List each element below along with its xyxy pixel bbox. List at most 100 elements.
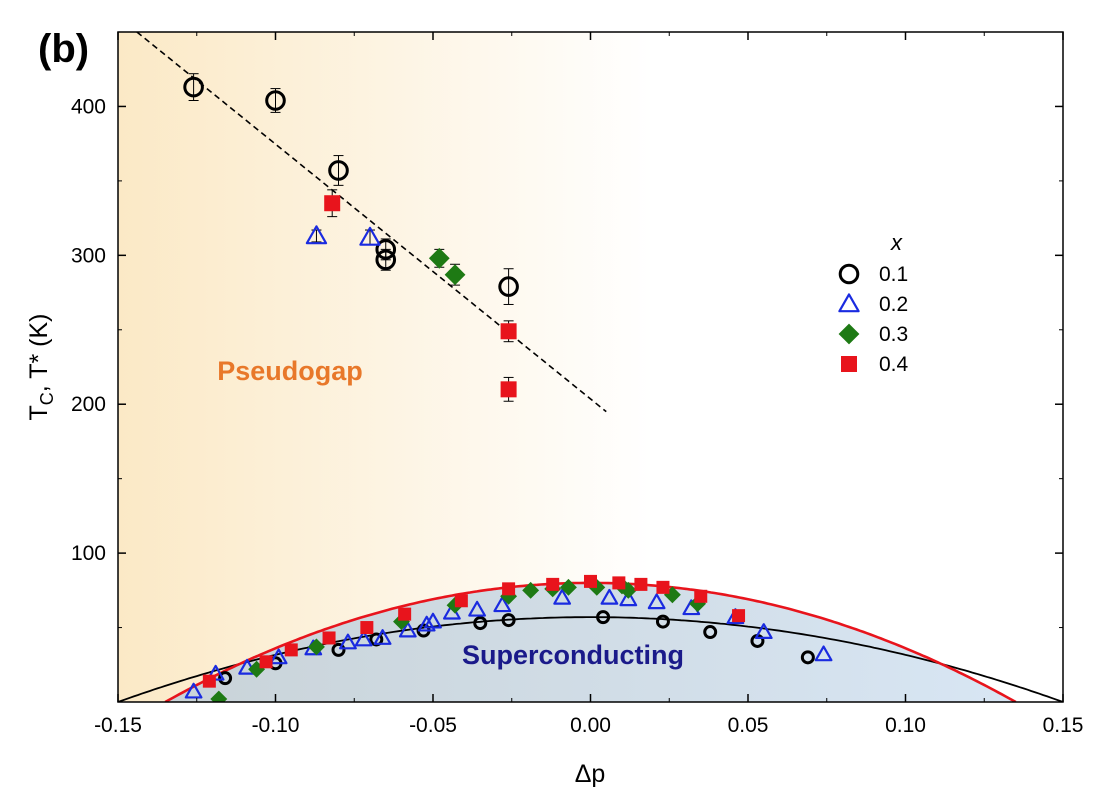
tc-point <box>814 645 833 662</box>
tc-point <box>373 629 392 645</box>
pseudogap-point <box>359 226 381 246</box>
tc-point <box>424 612 442 629</box>
tc-point <box>218 671 233 686</box>
pseudogap-dashed-line <box>136 32 607 413</box>
tc-point <box>369 632 384 647</box>
axis-ticks: -0.15 -0.10 -0.05 0.00 0.05 0.10 0.15 100 200 300… <box>71 32 1083 737</box>
tc-point <box>619 590 638 607</box>
tc-point <box>331 642 346 657</box>
pseudogap-point <box>265 90 286 111</box>
y-tick-label: 100 <box>71 542 106 565</box>
tc-point <box>454 594 468 608</box>
tc-point <box>493 596 512 613</box>
y-tick-label: 200 <box>71 393 106 416</box>
pseudogap-point <box>500 381 517 398</box>
tc-point <box>584 574 597 588</box>
plot-background <box>118 32 1016 702</box>
legend-marker <box>838 323 860 345</box>
x-tick-label: -0.15 <box>94 714 142 737</box>
panel-label: (b) <box>38 27 89 71</box>
tc-point <box>468 600 486 617</box>
tc-point <box>269 648 288 665</box>
legend-label: 0.3 <box>879 323 908 346</box>
tc-point <box>284 643 298 657</box>
tc-point <box>600 588 619 605</box>
pseudogap-point <box>500 323 517 340</box>
legend-marker <box>841 356 857 372</box>
x-tick-label: 0.00 <box>570 714 611 737</box>
legend-title: x <box>890 230 903 255</box>
tc-point <box>553 588 572 605</box>
x-tick-label: -0.10 <box>252 714 300 737</box>
tc-point <box>546 577 560 591</box>
tc-point <box>417 615 436 632</box>
tc-point <box>308 638 325 656</box>
legend-entry-0.2: 0.2 <box>838 293 908 316</box>
tc-point <box>500 587 518 605</box>
tc-point <box>655 614 670 629</box>
legend-marker <box>838 263 860 285</box>
tc-point <box>473 616 488 631</box>
y-tick-label: 300 <box>71 244 106 267</box>
superconducting-region <box>165 582 1016 702</box>
tc-point <box>619 581 637 599</box>
tc-point <box>732 609 746 623</box>
tc-point <box>398 607 412 621</box>
tc-point <box>663 586 681 604</box>
y-axis-title-main: T <box>25 405 53 420</box>
tc-point <box>634 577 648 591</box>
tc-point <box>754 623 773 639</box>
x-tick-label: 0.05 <box>728 714 769 737</box>
tc-point <box>703 625 718 640</box>
tc-point <box>259 655 273 669</box>
tc-point <box>360 621 374 635</box>
pseudogap-point <box>183 76 204 98</box>
pseudogap-region-label: Pseudogap <box>217 356 363 386</box>
y-axis-title: TC, T* (K) <box>25 314 57 421</box>
tc-point <box>689 595 707 613</box>
pseudogap-point <box>305 225 328 245</box>
series-0.4 <box>202 189 746 688</box>
legend-entry-0.4: 0.4 <box>841 353 909 376</box>
pseudogap-point <box>444 264 466 286</box>
pseudogap-point <box>498 276 519 297</box>
tc-point <box>612 576 626 590</box>
error-bar <box>503 268 514 305</box>
tc-point <box>502 582 516 596</box>
legend-marker <box>838 293 860 313</box>
pseudogap-point <box>324 195 341 212</box>
legend-label: 0.4 <box>879 353 909 376</box>
legend-label: 0.2 <box>879 293 908 316</box>
tc-point <box>800 650 815 665</box>
superconducting-region-label: Superconducting <box>462 640 684 670</box>
tc-point <box>656 580 670 594</box>
data-markers <box>183 73 833 702</box>
tc-point <box>354 630 373 647</box>
y-tick-label: 400 <box>71 95 106 118</box>
tc-point <box>596 610 611 625</box>
pseudogap-point <box>328 160 349 181</box>
y-axis-title-rest: , T* (K) <box>25 314 53 393</box>
legend-label: 0.1 <box>879 263 908 286</box>
tc-point <box>522 581 540 599</box>
pseudogap-point <box>428 247 450 269</box>
y-axis-title-sub: C <box>37 392 57 405</box>
tc-point <box>398 621 417 638</box>
tc-point <box>184 682 203 699</box>
tc-point <box>210 690 228 702</box>
tc-point <box>202 674 216 688</box>
x-tick-label: 0.10 <box>885 714 926 737</box>
tc-point <box>560 578 577 596</box>
x-tick-label: -0.05 <box>409 714 457 737</box>
pseudogap-point <box>375 249 397 271</box>
tc-point <box>501 613 516 628</box>
x-axis-title: Δp <box>575 760 606 788</box>
tc-point <box>339 633 357 650</box>
tc-point <box>248 660 266 678</box>
tc-point <box>322 631 336 645</box>
error-bar <box>380 248 391 271</box>
legend-entry-0.3: 0.3 <box>838 323 908 346</box>
x-tick-label: 0.15 <box>1043 714 1084 737</box>
tc-point <box>647 593 666 610</box>
